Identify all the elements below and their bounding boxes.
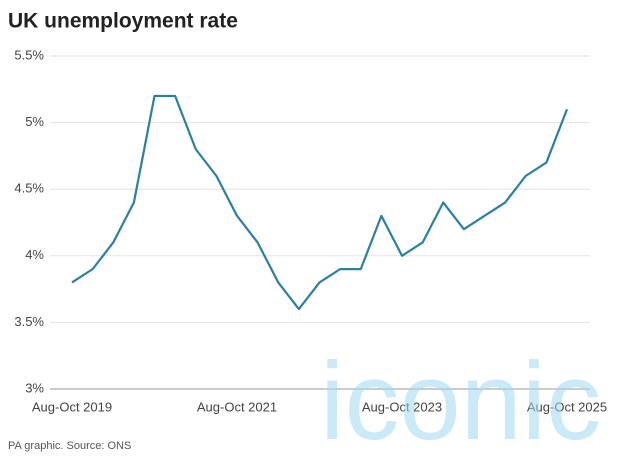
- y-tick-label: 3.5%: [14, 314, 44, 329]
- y-tick-label: 5%: [25, 114, 44, 129]
- line-series: [71, 94, 569, 311]
- watermark: iconic: [320, 340, 601, 463]
- y-tick-label: 5.5%: [14, 47, 44, 62]
- chart-title: UK unemployment rate: [8, 10, 238, 33]
- x-tick-label: Aug-Oct 2025: [527, 399, 607, 414]
- x-tick-label: Aug-Oct 2019: [32, 399, 112, 414]
- y-tick-label: 3%: [25, 380, 44, 395]
- y-tick-label: 4.5%: [14, 181, 44, 196]
- source: PA graphic. Source: ONS: [8, 440, 131, 452]
- x-tick-label: Aug-Oct 2023: [362, 399, 442, 414]
- x-tick-label: Aug-Oct 2021: [197, 399, 277, 414]
- y-tick-label: 4%: [25, 247, 44, 262]
